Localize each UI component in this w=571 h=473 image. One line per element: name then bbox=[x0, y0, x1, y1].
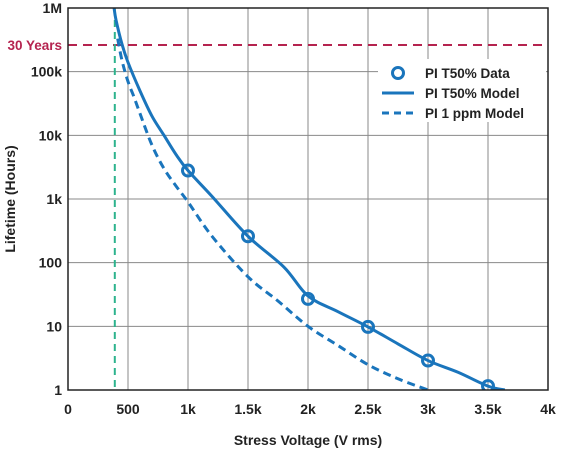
y-tick-label: 1k bbox=[46, 191, 62, 207]
x-tick-label: 3.5k bbox=[474, 401, 501, 417]
legend-label: PI 1 ppm Model bbox=[425, 106, 524, 121]
y-tick-label: 10k bbox=[39, 127, 63, 143]
y-tick-label: 1M bbox=[43, 0, 62, 16]
legend-label: PI T50% Model bbox=[425, 86, 520, 101]
data-point bbox=[181, 163, 195, 178]
y-tick-labels: 1 10 100 1k 10k 100k 1M bbox=[31, 0, 62, 398]
x-tick-label: 2.5k bbox=[354, 401, 381, 417]
legend-item: PI T50% Model bbox=[382, 86, 520, 101]
data-point bbox=[481, 379, 495, 390]
x-tick-label: 3k bbox=[420, 401, 436, 417]
y-tick-label: 100 bbox=[39, 255, 63, 271]
data-point bbox=[241, 229, 255, 244]
y-tick-label: 10 bbox=[46, 318, 62, 334]
legend-item: PI 1 ppm Model bbox=[382, 106, 524, 121]
x-tick-labels: 0 500 1k 1.5k 2k 2.5k 3k 3.5k 4k bbox=[64, 401, 556, 417]
reference-lines: 30 Years bbox=[7, 8, 548, 390]
legend: PI T50% Data PI T50% Model PI 1 ppm Model bbox=[378, 59, 546, 122]
data-point bbox=[421, 353, 435, 368]
x-axis-title: Stress Voltage (V rms) bbox=[234, 432, 382, 448]
x-tick-label: 4k bbox=[540, 401, 556, 417]
series-line-t50-model bbox=[112, 8, 506, 390]
series-line-1ppm-model bbox=[116, 38, 429, 390]
legend-label: PI T50% Data bbox=[425, 66, 510, 81]
grid bbox=[67, 7, 549, 391]
y-axis-title: Lifetime (Hours) bbox=[2, 145, 18, 252]
legend-item: PI T50% Data bbox=[391, 66, 510, 81]
x-tick-label: 1k bbox=[180, 401, 196, 417]
plot-frame bbox=[67, 7, 549, 391]
legend-marker bbox=[391, 66, 405, 80]
x-tick-label: 1.5k bbox=[234, 401, 261, 417]
x-tick-label: 0 bbox=[64, 401, 72, 417]
data-point bbox=[361, 319, 375, 334]
series-layer bbox=[112, 8, 506, 390]
x-tick-label: 2k bbox=[300, 401, 316, 417]
x-tick-label: 500 bbox=[116, 401, 140, 417]
y-tick-label: 1 bbox=[54, 382, 62, 398]
ref-line-label: 30 Years bbox=[7, 38, 62, 53]
y-tick-label: 100k bbox=[31, 64, 62, 80]
